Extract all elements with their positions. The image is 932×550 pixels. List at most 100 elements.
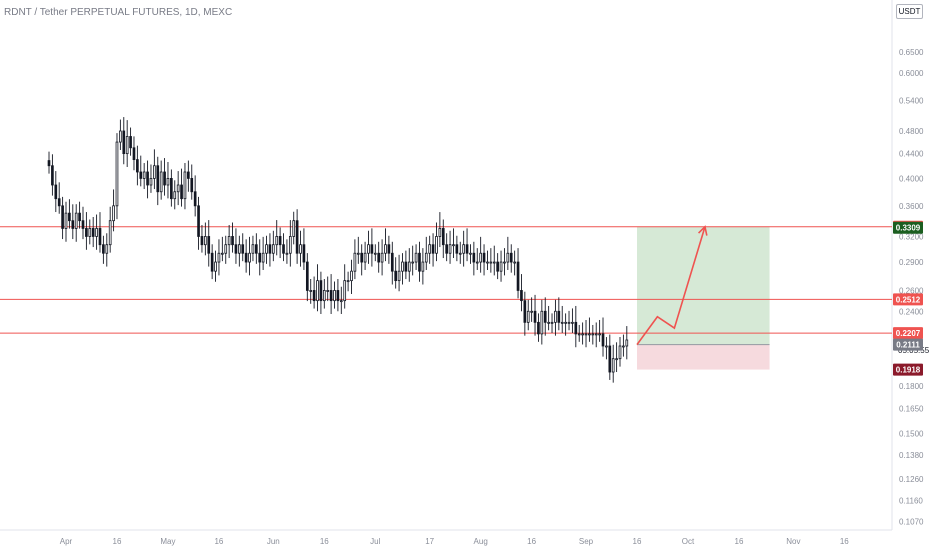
candle-body xyxy=(210,252,214,272)
candle-body xyxy=(71,220,75,229)
candle-body xyxy=(489,261,493,264)
candle-body xyxy=(102,244,105,254)
candle-body xyxy=(584,333,588,336)
price-badge-label: 0.3309 xyxy=(896,224,921,233)
candle-body xyxy=(424,252,428,263)
candle-body xyxy=(271,244,275,254)
candle-body xyxy=(380,252,384,263)
x-tick-label: 16 xyxy=(840,537,849,546)
y-tick-label: 0.1070 xyxy=(899,517,924,526)
candle-body xyxy=(479,252,482,263)
candle-body xyxy=(47,160,51,167)
y-tick-label: 0.3200 xyxy=(899,232,924,241)
candle-body xyxy=(523,300,527,323)
candle-body xyxy=(238,244,241,254)
candle-body xyxy=(407,261,411,272)
candle-body xyxy=(557,310,561,323)
candle-body xyxy=(295,220,299,254)
candle-body xyxy=(418,252,421,272)
x-tick-label: Nov xyxy=(786,537,800,546)
candle-body xyxy=(231,236,234,246)
projection-line xyxy=(636,226,706,346)
candle-body xyxy=(360,252,364,263)
chart-title: RDNT / Tether PERPETUAL FUTURES, 1D, MEX… xyxy=(4,7,232,18)
price-badge-label: 0.2207 xyxy=(896,329,921,338)
candle-body xyxy=(356,252,360,255)
y-tick-label: 0.1380 xyxy=(899,451,924,460)
candle-body xyxy=(204,236,207,246)
candle-body xyxy=(292,220,296,237)
candle-body xyxy=(316,280,319,302)
candle-body xyxy=(85,228,88,237)
candle-body xyxy=(574,321,578,335)
candle-body xyxy=(445,244,449,254)
candle-body xyxy=(367,244,370,254)
projection-arrowhead xyxy=(698,225,708,236)
candle-body xyxy=(486,261,489,264)
x-tick-label: 17 xyxy=(425,537,434,546)
candle-body xyxy=(275,236,279,246)
candle-body xyxy=(482,252,486,263)
position-zones xyxy=(637,226,770,370)
candle-body xyxy=(513,261,516,264)
y-tick-label: 0.6500 xyxy=(899,48,924,57)
projection-arrow xyxy=(636,225,708,346)
y-tick-label: 0.2400 xyxy=(899,307,924,316)
candle-body xyxy=(520,290,523,302)
candle-body xyxy=(401,261,404,272)
candle-body xyxy=(560,321,564,324)
candle-body xyxy=(571,321,574,324)
candle-body xyxy=(159,171,163,193)
candle-body xyxy=(112,205,115,222)
candle-body xyxy=(588,333,591,336)
candle-body xyxy=(105,244,109,254)
candle-body xyxy=(387,244,391,254)
candle-body xyxy=(187,171,190,179)
candle-body xyxy=(611,358,615,373)
candle-body xyxy=(448,244,452,254)
time-axis: Apr 16 May 16 Jun 16 Jul 17 Aug 16 Sep 16 Oct 16 Nov 16 xyxy=(60,537,850,546)
candle-body xyxy=(153,165,156,179)
x-tick-label: 16 xyxy=(113,537,122,546)
candle-body xyxy=(605,345,608,348)
candle-body xyxy=(469,252,472,255)
candle-body xyxy=(282,244,285,254)
candle-body xyxy=(547,321,550,324)
candle-body xyxy=(370,244,374,254)
candle-body xyxy=(142,171,146,179)
x-tick-label: May xyxy=(160,537,175,546)
candle-body xyxy=(234,244,238,254)
candle-body xyxy=(404,261,408,272)
x-tick-label: 16 xyxy=(735,537,744,546)
candle-body xyxy=(411,261,415,264)
horizontal-levels xyxy=(0,226,892,334)
candle-body xyxy=(503,261,506,264)
candle-body xyxy=(88,228,92,237)
candle-body xyxy=(397,270,401,282)
x-tick-label: Oct xyxy=(682,537,695,546)
target-zone xyxy=(637,226,770,345)
price-badge xyxy=(893,327,923,340)
candle-body xyxy=(98,228,102,246)
candle-body xyxy=(540,310,544,335)
candle-body xyxy=(455,244,459,254)
candle-body xyxy=(200,236,204,246)
stop-zone xyxy=(637,344,770,370)
y-tick-label: 0.1260 xyxy=(899,475,924,484)
candle-body xyxy=(166,178,170,186)
price-badge xyxy=(893,221,923,234)
candle-body xyxy=(336,290,340,302)
y-tick-label: 0.1500 xyxy=(899,430,924,439)
x-tick-label: 16 xyxy=(527,537,536,546)
currency-button[interactable]: USDT xyxy=(896,4,923,19)
candle-body xyxy=(149,178,153,186)
candle-body xyxy=(285,252,289,255)
candle-body xyxy=(550,321,554,324)
candle-body xyxy=(350,270,353,282)
y-tick-label: 0.3600 xyxy=(899,202,924,211)
candle-body xyxy=(136,159,139,173)
candle-body xyxy=(319,280,323,302)
candle-body xyxy=(244,252,248,263)
x-tick-label: Apr xyxy=(60,537,73,546)
